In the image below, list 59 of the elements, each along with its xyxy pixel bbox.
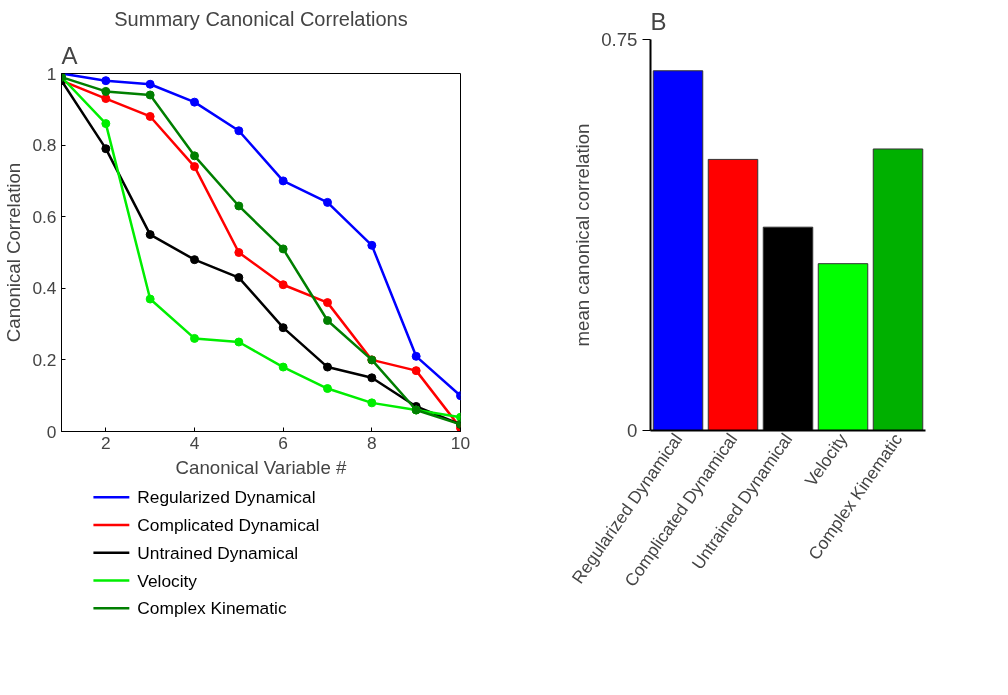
- y-tick-label: 1: [46, 63, 57, 84]
- point: [145, 90, 155, 100]
- y-axis-title: Canonical Correlation: [3, 162, 25, 343]
- point: [323, 384, 332, 394]
- point: [367, 373, 377, 383]
- text: A: [61, 41, 78, 69]
- point: [278, 280, 288, 290]
- y-tick-label: 0.75: [601, 29, 638, 50]
- point: [101, 94, 111, 104]
- bar: [817, 263, 869, 431]
- point: [190, 162, 199, 172]
- point: [411, 366, 421, 376]
- y-tick-label: 0: [46, 421, 57, 442]
- y-tick-label: 0.4: [32, 278, 57, 299]
- point: [411, 351, 421, 361]
- y-tick-label: 0.6: [32, 206, 57, 227]
- x-tick-label: 4: [189, 432, 200, 453]
- point: [367, 240, 377, 250]
- y-axis-title: mean canonical correlation: [572, 123, 594, 347]
- point: [234, 201, 244, 211]
- point: [323, 197, 332, 207]
- point: [367, 398, 377, 408]
- point: [190, 333, 199, 343]
- point: [234, 337, 244, 347]
- text: B: [650, 7, 667, 35]
- x-tick-label: 10: [450, 432, 471, 453]
- legend-label: Complex Kinematic: [137, 598, 287, 619]
- point: [234, 248, 244, 257]
- point: [323, 298, 332, 308]
- point: [278, 323, 288, 333]
- point: [101, 144, 111, 154]
- x-tick-label: 2: [101, 432, 111, 453]
- point: [190, 255, 199, 265]
- bar: [872, 148, 924, 431]
- y-tick-label: 0.8: [32, 135, 57, 156]
- point: [278, 176, 288, 186]
- point: [278, 244, 288, 254]
- point: [145, 79, 155, 89]
- point: [278, 362, 288, 372]
- point: [145, 230, 155, 240]
- point: [101, 86, 111, 96]
- y-tick-label: 0.2: [32, 349, 57, 370]
- bar: [652, 70, 704, 431]
- chart-title: Summary Canonical Correlations: [114, 7, 408, 30]
- point: [323, 316, 332, 326]
- point: [234, 126, 244, 136]
- point: [101, 76, 111, 86]
- point: [145, 294, 155, 304]
- point: [190, 97, 199, 107]
- bar: [707, 158, 759, 431]
- x-tick-label: 8: [367, 432, 377, 453]
- point: [323, 362, 332, 372]
- point: [234, 273, 244, 283]
- point: [190, 151, 199, 161]
- x-axis-title: Canonical Variable #: [175, 456, 348, 478]
- legend-label: Complicated Dynamical: [137, 514, 320, 535]
- x-tick-label: 6: [278, 432, 288, 453]
- point: [145, 111, 155, 121]
- point: [101, 119, 111, 129]
